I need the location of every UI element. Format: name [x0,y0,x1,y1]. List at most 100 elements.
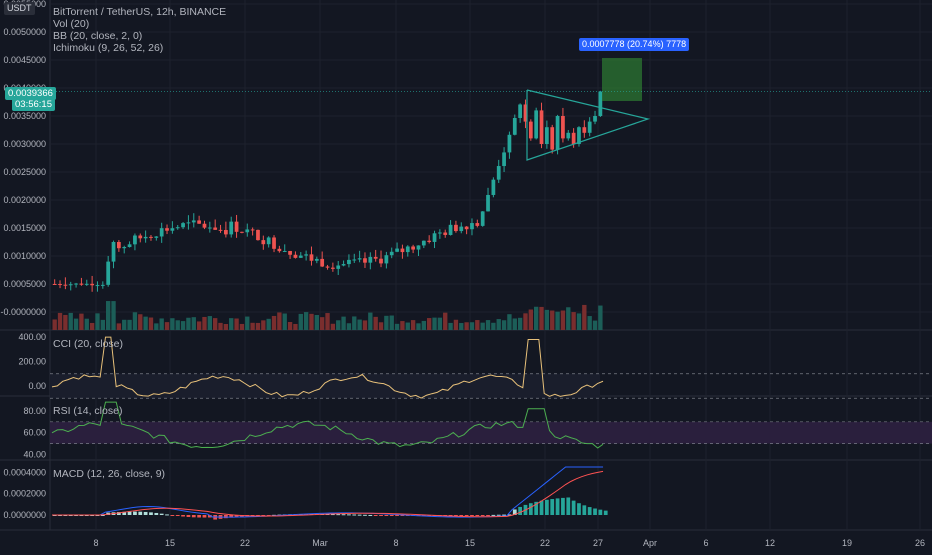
main-legend: BitTorrent / TetherUS, 12h, BINANCE Vol … [53,6,226,54]
macd-histogram-bar [502,514,506,516]
price-tick-label: 0.0045000 [3,55,46,65]
candle-body [561,116,565,139]
symbol-title[interactable]: BitTorrent / TetherUS, 12h, BINANCE [53,6,227,18]
volume-bar [250,322,255,330]
candle-body [405,246,410,253]
candle-body [84,283,89,285]
macd-histogram-bar [480,515,485,516]
candle-body [368,256,373,263]
volume-bar [63,314,68,330]
volume-bar [213,318,218,330]
currency-badge[interactable]: USDT [4,2,35,15]
volume-bar [52,319,57,330]
volume-bar [106,301,111,330]
volume-bar [534,306,539,330]
countdown-tag: 03:56:15 [12,98,55,111]
candle-body [224,229,228,235]
rsi-band [50,421,932,444]
volume-bar [501,320,507,330]
macd-histogram-bar [143,511,148,515]
candle-body [181,223,185,228]
macd-histogram-bar [598,509,603,515]
cci-label[interactable]: CCI (20, close) [53,338,124,350]
candle-body [298,255,303,258]
volume-bar [266,318,271,330]
volume-bar [309,313,314,330]
macd-histogram-bar [464,515,469,516]
candle-body [480,211,485,226]
price-tick-label: 0.0010000 [3,251,46,261]
indicator-bb[interactable]: BB (20, close, 2, 0) [53,30,143,42]
macd-line [52,466,604,518]
macd-histogram-bar [507,514,512,516]
candle-body [566,132,571,139]
volume-bar [314,314,319,330]
macd-histogram-bar [603,510,608,515]
signal-line [52,470,604,518]
candle-body [79,283,84,285]
volume-bar [186,317,191,330]
macd-histogram-bar [357,514,362,516]
candle-body [438,232,442,234]
volume-bar [432,317,437,330]
candle-body [186,222,191,224]
volume-bar [507,314,512,330]
macd-histogram-bar [181,515,185,517]
price-tick-label: 0.0035000 [3,111,46,121]
volume-bar [421,320,426,330]
macd-histogram-bar [133,511,137,515]
cci-tick-label: 200.00 [18,357,46,367]
macd-histogram-bar [347,514,351,516]
macd-tick-label: 0.0000000 [3,510,46,520]
volume-bar [245,316,250,330]
volume-bar [475,320,480,330]
cci-line [51,336,604,399]
indicator-vol[interactable]: Vol (20) [53,18,90,30]
candle-body [250,229,255,231]
time-tick-label: 26 [915,538,925,548]
time-axis[interactable]: 8 15 22 Mar 8 15 22 27 Apr 6 12 19 26 [93,538,925,548]
macd-histogram-bar [331,514,335,516]
volume-bar [528,309,533,330]
macd-histogram-bar [561,497,565,515]
candle-body [518,104,522,118]
candle-body [293,254,298,258]
indicator-ichimoku[interactable]: Ichimoku (9, 26, 52, 26) [53,42,164,54]
volume-bar [346,323,352,330]
candle-body [341,264,346,266]
candle-body [448,224,453,235]
macd-histogram-bar [207,515,212,518]
candle-body [502,152,506,167]
candle-body [411,246,415,250]
volume-bar [352,316,357,330]
candle-body [389,251,394,256]
candle-body [95,285,100,287]
macd-histogram-bar [593,508,597,515]
candle-body [534,110,539,139]
candle-body [159,228,164,237]
volume-bar [239,323,245,330]
macd-histogram-bar [389,515,394,516]
candle-body [272,237,276,249]
cci-tick-label: 0.00 [28,381,46,391]
macd-histogram-bar [587,507,592,515]
cci-band [50,373,600,399]
candle-body [74,283,78,285]
volume-bar [480,322,485,330]
time-tick-label: 15 [165,538,175,548]
candle-body [528,121,533,139]
macd-label[interactable]: MACD (12, 26, close, 9) [53,468,166,480]
volume-bar [576,313,582,330]
candle-body [288,250,292,255]
macd-histogram-bar [555,498,560,515]
rsi-label[interactable]: RSI (14, close) [53,405,123,417]
price-tick-label: 0.0025000 [3,167,46,177]
candle-body [523,104,528,122]
volume-bar [587,316,592,330]
volume-bar [389,315,394,330]
candle-body [459,226,464,232]
candle-body [545,127,549,144]
volume-bar [180,321,186,330]
